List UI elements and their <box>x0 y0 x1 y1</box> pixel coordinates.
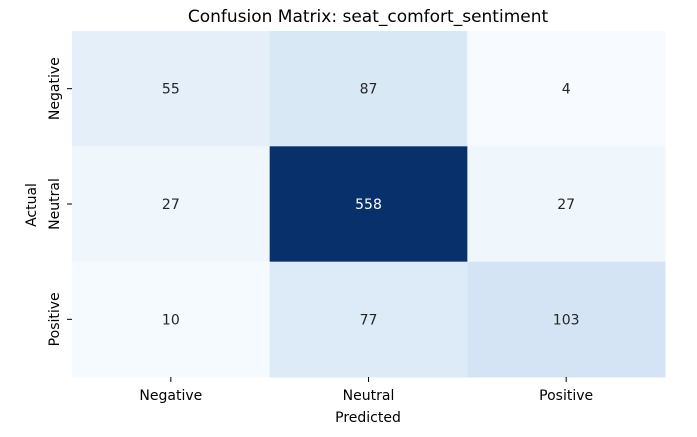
x-tick-label-1: Neutral <box>343 388 395 404</box>
cell-value-label-0-0: 55 <box>162 82 180 98</box>
heatmap-cell-labels: 55 87 4 27 558 27 10 77 103 <box>162 82 580 329</box>
heatmap-cell-2-1 <box>269 261 468 378</box>
cell-value-label-1-1: 558 <box>355 197 382 213</box>
x-tick-label-0: Negative <box>139 388 202 404</box>
y-axis-ticks: Negative Neutral Positive <box>47 57 72 346</box>
y-tick-label-0: Negative <box>47 57 63 120</box>
heatmap-cell-0-0 <box>72 31 271 147</box>
cell-value-label-0-1: 87 <box>360 82 378 98</box>
cell-value-label-1-2: 27 <box>557 197 575 213</box>
cell-value-label-2-1: 77 <box>360 312 378 328</box>
heatmap-cells <box>72 31 666 378</box>
heatmap-cell-1-1 <box>269 146 468 263</box>
cell-value-label-2-0: 10 <box>162 312 180 328</box>
y-tick-label-2: Positive <box>47 292 63 346</box>
heatmap-cell-2-0 <box>72 261 271 378</box>
cell-value-label-2-2: 103 <box>553 312 580 328</box>
chart-title: Confusion Matrix: seat_comfort_sentiment <box>188 7 549 27</box>
heatmap-cell-1-2 <box>467 146 666 263</box>
heatmap-cell-0-2 <box>467 31 666 147</box>
x-axis-ticks: Negative Neutral Positive <box>139 377 593 404</box>
heatmap-cell-1-0 <box>72 146 271 263</box>
cell-value-label-1-0: 27 <box>162 197 180 213</box>
heatmap-cell-0-1 <box>269 31 468 147</box>
heatmap-cell-2-2 <box>467 261 666 378</box>
cell-value-label-0-2: 4 <box>562 82 571 98</box>
x-axis-label: Predicted <box>335 410 401 426</box>
y-axis-label: Actual <box>24 183 40 227</box>
x-tick-label-2: Positive <box>539 388 593 404</box>
y-tick-label-1: Neutral <box>47 178 63 230</box>
